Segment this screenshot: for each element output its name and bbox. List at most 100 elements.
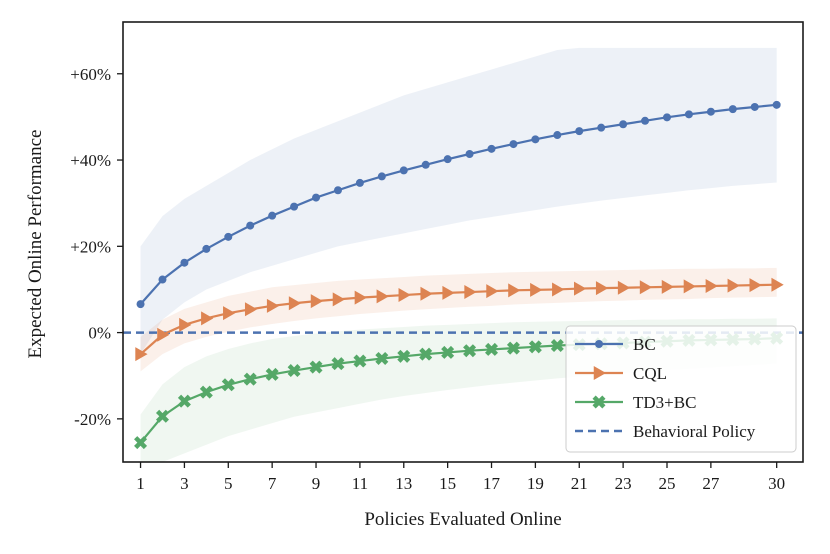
y-tick-label: +40% xyxy=(70,151,111,170)
x-tick-label: 1 xyxy=(136,474,145,493)
point-cql xyxy=(705,279,718,293)
point-bc xyxy=(399,166,408,175)
point-td3-bc xyxy=(309,360,323,374)
point-bc xyxy=(180,258,189,267)
point-cql xyxy=(464,285,477,300)
point-td3-bc xyxy=(528,340,542,354)
point-td3-bc xyxy=(419,347,433,361)
point-cql xyxy=(266,298,280,313)
point-bc xyxy=(487,144,496,153)
point-bc xyxy=(575,127,584,136)
y-tick-label: +20% xyxy=(70,237,111,256)
point-bc xyxy=(268,211,277,220)
band-cql xyxy=(140,267,777,372)
point-cql xyxy=(244,302,258,317)
x-tick-label: 21 xyxy=(571,474,588,493)
y-tick-label: +60% xyxy=(70,65,111,84)
point-bc xyxy=(465,150,474,158)
point-td3-bc xyxy=(353,354,367,368)
point-td3-bc xyxy=(441,345,455,359)
x-tick-label: 23 xyxy=(615,474,632,493)
point-td3-bc xyxy=(506,341,520,355)
point-bc xyxy=(728,105,737,114)
x-tick-label: 30 xyxy=(768,474,785,493)
legend-marker-td3-bc xyxy=(592,395,606,409)
point-td3-bc xyxy=(331,357,345,371)
point-cql xyxy=(179,317,192,332)
legend-label-cql: CQL xyxy=(633,364,667,383)
point-bc xyxy=(531,135,540,144)
point-bc xyxy=(224,232,233,241)
point-td3-bc xyxy=(199,385,213,399)
legend-label-td3-bc: TD3+BC xyxy=(633,393,696,412)
point-td3-bc xyxy=(221,378,235,392)
point-bc xyxy=(553,131,562,140)
point-bc xyxy=(750,102,759,111)
x-tick-label: 13 xyxy=(395,474,412,493)
legend-box xyxy=(565,325,797,453)
point-bc xyxy=(290,202,299,211)
legend-marker-bc xyxy=(595,340,603,348)
point-td3-bc xyxy=(265,367,279,381)
point-bc xyxy=(246,221,255,230)
point-td3-bc xyxy=(243,372,257,386)
point-bc xyxy=(333,186,342,195)
point-cql xyxy=(420,286,433,301)
point-cql xyxy=(683,279,696,294)
legend-marker-cql xyxy=(593,366,606,380)
point-cql xyxy=(486,284,499,299)
plot-frame xyxy=(122,21,804,463)
x-tick-label: 3 xyxy=(180,474,189,493)
point-cql xyxy=(617,280,631,295)
point-td3-bc xyxy=(375,351,389,365)
x-tick-label: 25 xyxy=(659,474,676,493)
point-td3-bc xyxy=(485,342,499,356)
point-cql xyxy=(749,278,762,293)
point-bc xyxy=(158,275,167,284)
point-cql xyxy=(201,311,214,326)
point-bc xyxy=(136,300,145,309)
y-axis-title: Expected Online Performance xyxy=(25,130,46,359)
point-cql xyxy=(574,281,587,296)
x-tick-label: 19 xyxy=(527,474,544,493)
point-bc xyxy=(355,178,364,187)
x-tick-label: 11 xyxy=(352,474,368,493)
point-bc xyxy=(443,155,452,164)
point-td3-bc xyxy=(463,344,477,358)
point-bc xyxy=(684,110,693,119)
legend-label-behavioral-policy: Behavioral Policy xyxy=(633,422,756,441)
x-tick-label: 7 xyxy=(268,474,277,493)
point-cql xyxy=(223,306,236,321)
point-cql xyxy=(727,278,740,293)
point-td3-bc xyxy=(397,349,411,363)
x-tick-label: 17 xyxy=(483,474,501,493)
y-tick-label: -20% xyxy=(74,410,111,429)
point-bc xyxy=(772,100,781,109)
point-bc xyxy=(641,116,650,125)
point-td3-bc xyxy=(134,436,148,450)
point-cql xyxy=(157,327,170,342)
legend-label-bc: BC xyxy=(633,335,656,354)
point-cql xyxy=(530,282,543,297)
point-bc xyxy=(597,123,606,132)
x-axis-title: Policies Evaluated Online xyxy=(364,509,561,530)
point-cql xyxy=(288,296,302,311)
point-bc xyxy=(663,113,671,122)
point-cql xyxy=(442,285,455,300)
point-bc xyxy=(377,172,386,181)
x-tick-label: 27 xyxy=(702,474,720,493)
point-bc xyxy=(312,193,321,202)
point-cql xyxy=(376,289,389,304)
point-bc xyxy=(706,107,715,116)
point-bc xyxy=(619,120,628,129)
point-cql xyxy=(552,282,565,297)
point-cql xyxy=(771,277,784,292)
point-cql xyxy=(398,288,411,303)
point-td3-bc xyxy=(287,364,301,378)
point-cql xyxy=(135,347,148,362)
x-tick-label: 15 xyxy=(439,474,456,493)
point-td3-bc xyxy=(177,394,191,408)
point-cql xyxy=(508,283,521,298)
point-cql xyxy=(639,280,653,295)
